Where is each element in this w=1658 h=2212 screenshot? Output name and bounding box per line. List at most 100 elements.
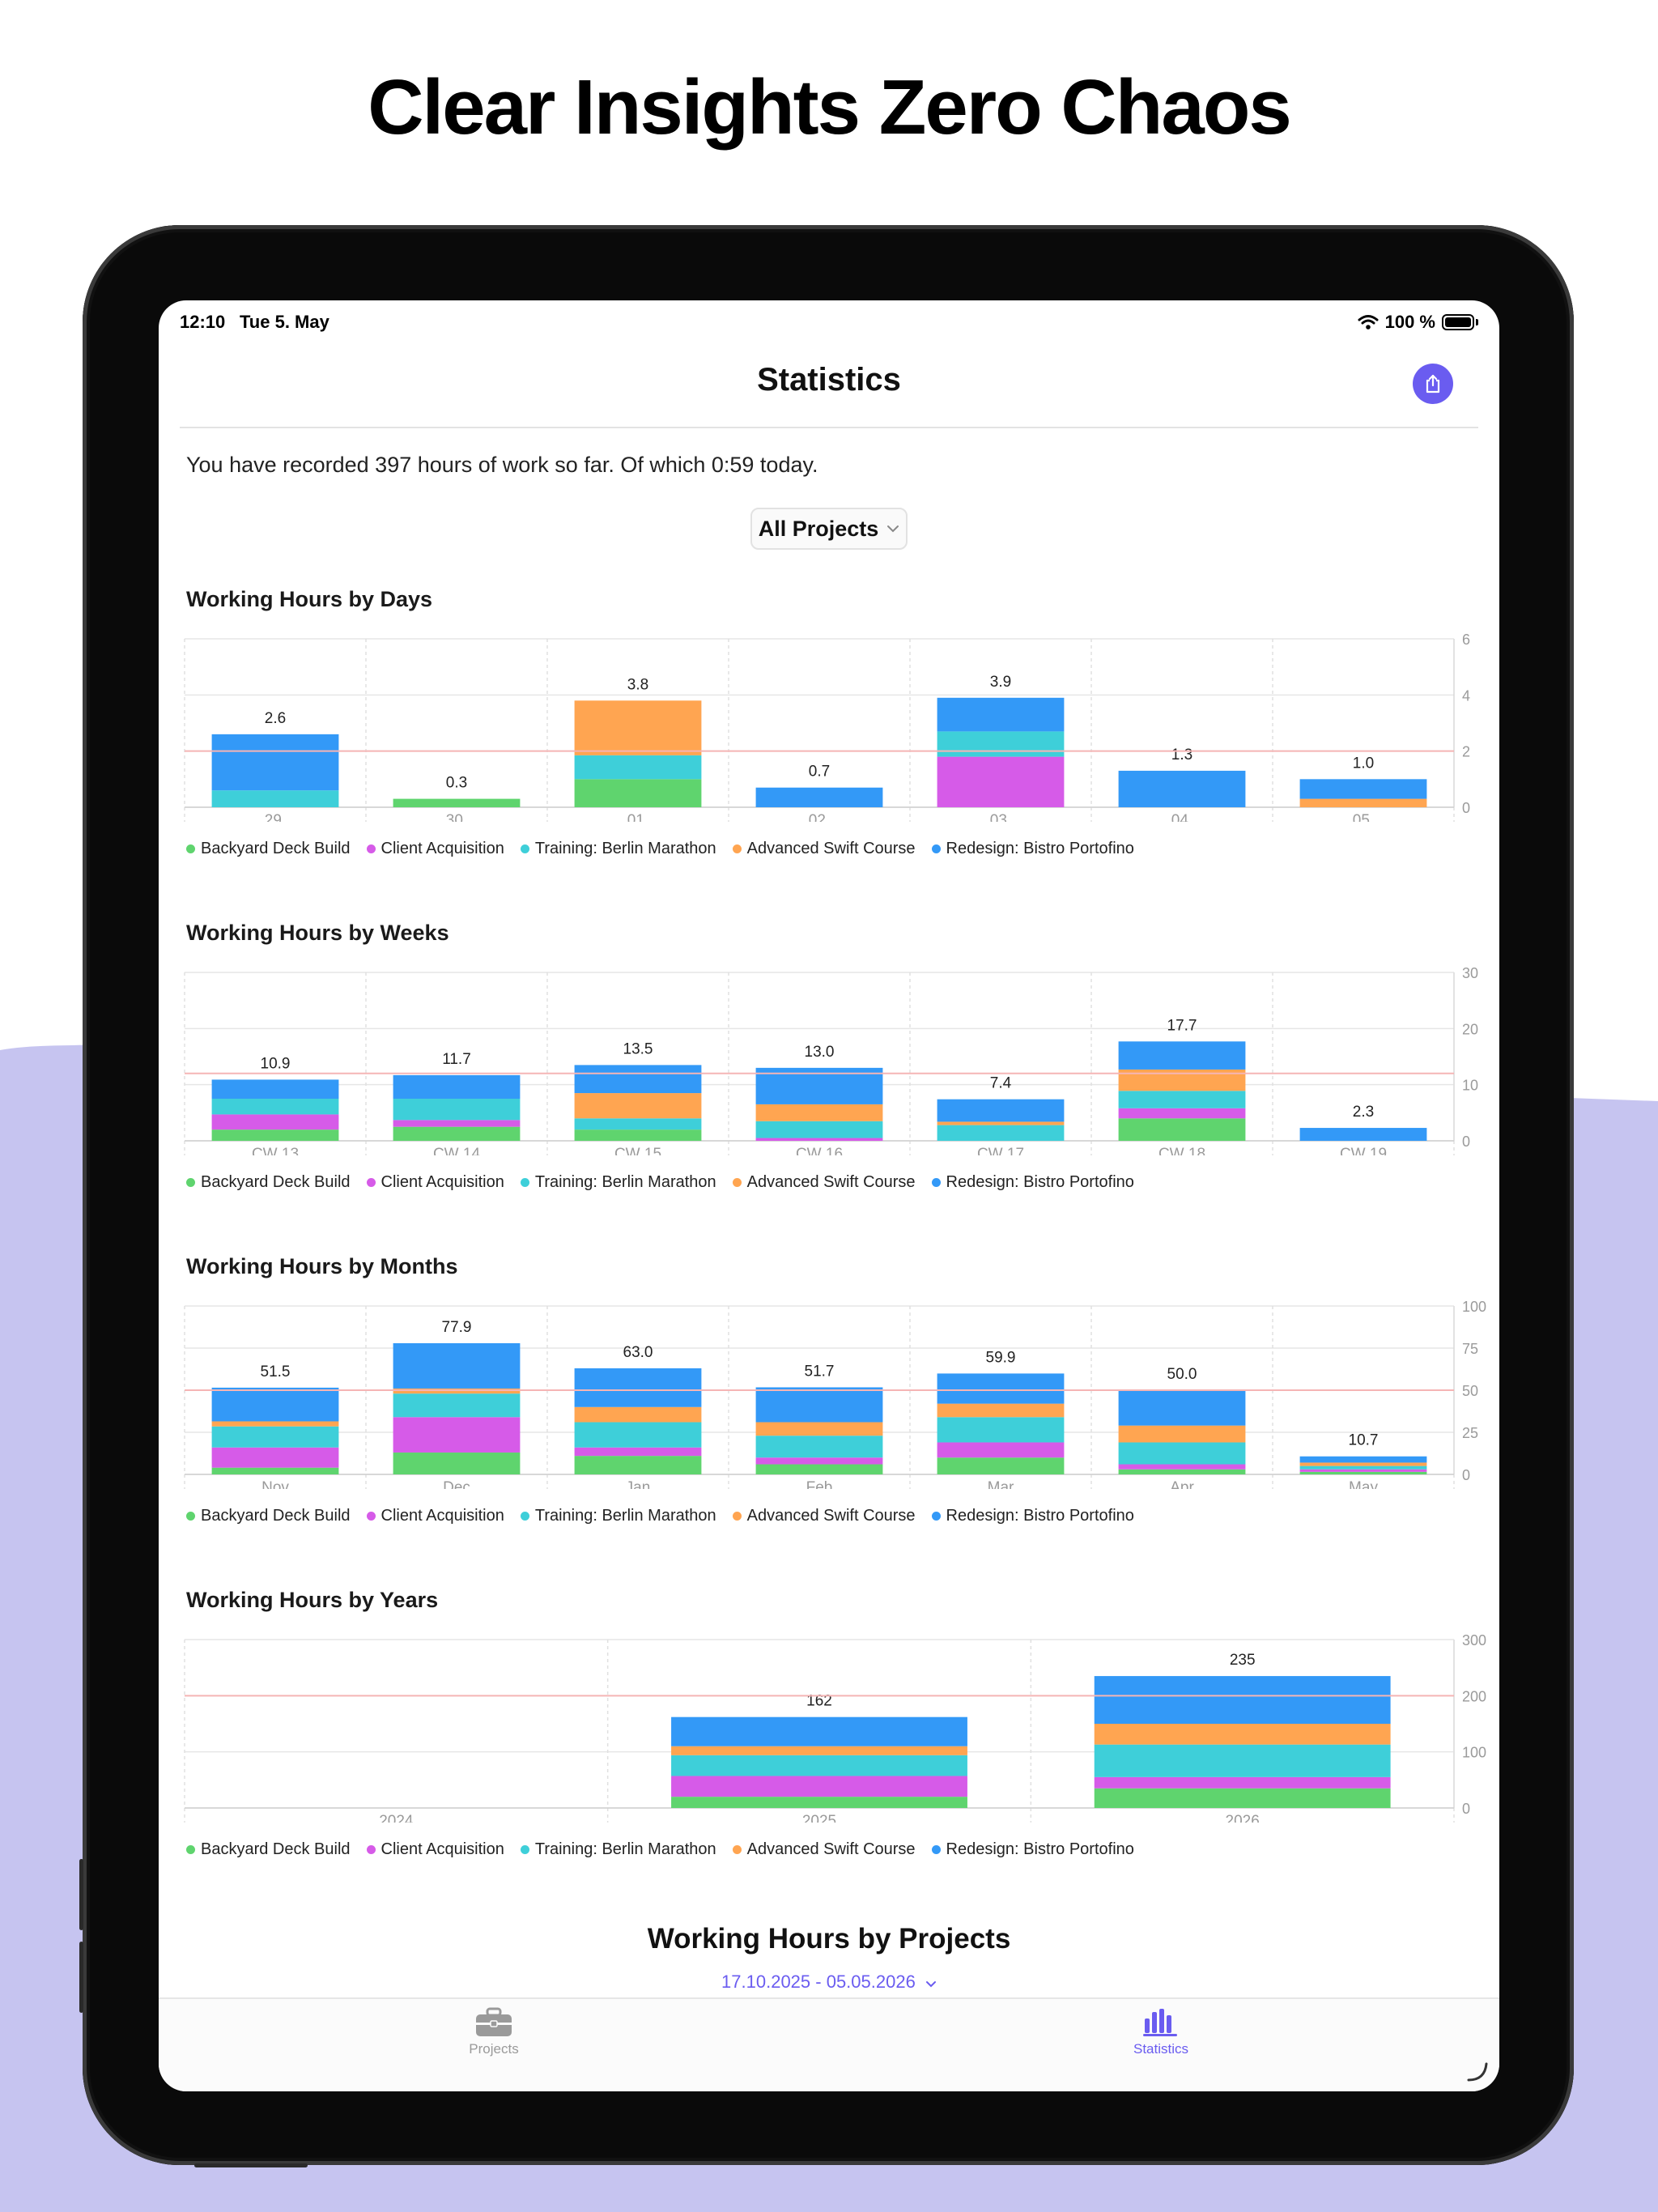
- weeks-bar-segment: [755, 1104, 883, 1121]
- weeks-bar-segment: [1118, 1041, 1246, 1070]
- months-total-label: 51.5: [261, 1363, 291, 1380]
- days-legend-item: Redesign: Bistro Portofino: [931, 840, 1134, 858]
- months-bar-segment: [574, 1456, 702, 1474]
- legend-dot-icon: [366, 1845, 376, 1854]
- years-legend-label: Redesign: Bistro Portofino: [946, 1840, 1134, 1858]
- years-chart-legend: Backyard Deck Build Client Acquisition Tra…: [186, 1840, 1134, 1859]
- months-total-label: 77.9: [442, 1319, 472, 1336]
- months-bar-segment: [1118, 1390, 1246, 1426]
- years-category-label: 2024: [379, 1813, 414, 1823]
- months-category-label: May: [1349, 1479, 1378, 1489]
- months-bar-segment: [393, 1393, 521, 1418]
- months-bar-segment: [755, 1422, 883, 1436]
- months-ytick-label: 0: [1462, 1467, 1470, 1483]
- days-ytick-label: 6: [1462, 632, 1470, 648]
- legend-dot-icon: [520, 844, 529, 853]
- months-legend-label: Training: Berlin Marathon: [534, 1507, 716, 1525]
- days-chart-legend: Backyard Deck Build Client Acquisition Tra…: [186, 840, 1134, 858]
- status-date: Tue 5. May: [240, 312, 329, 332]
- months-legend-item: Advanced Swift Course: [732, 1507, 916, 1525]
- days-category-label: 04.: [1171, 812, 1192, 822]
- weeks-category-label: CW 13: [252, 1146, 299, 1155]
- project-filter-label: All Projects: [758, 516, 879, 541]
- weeks-bar-segment: [393, 1120, 521, 1127]
- months-ytick-label: 50: [1462, 1383, 1478, 1399]
- weeks-category-label: CW 14: [433, 1146, 481, 1155]
- months-bar-segment: [211, 1447, 339, 1468]
- page-title: Statistics: [757, 362, 901, 398]
- date-range-label: 17.10.2025 - 05.05.2026: [721, 1972, 916, 1992]
- days-bar-segment: [574, 779, 702, 807]
- years-legend-item: Training: Berlin Marathon: [520, 1840, 716, 1859]
- years-ytick-label: 0: [1462, 1801, 1470, 1817]
- months-bar-segment: [574, 1368, 702, 1407]
- weeks-bar-segment: [211, 1129, 339, 1141]
- share-button[interactable]: [1413, 364, 1453, 404]
- briefcase-icon: [476, 2007, 512, 2036]
- weeks-bar-segment: [574, 1093, 702, 1119]
- days-ytick-label: 2: [1462, 744, 1470, 760]
- months-total-label: 59.9: [986, 1349, 1016, 1366]
- days-total-label: 2.6: [265, 710, 286, 727]
- weeks-legend-label: Redesign: Bistro Portofino: [946, 1173, 1134, 1191]
- months-bar-segment: [211, 1467, 339, 1474]
- days-bar-segment: [211, 734, 339, 791]
- months-ytick-label: 25: [1462, 1425, 1478, 1441]
- nav-divider: [180, 427, 1478, 428]
- tab-statistics-label: Statistics: [1133, 2041, 1189, 2057]
- weeks-category-label: CW 18: [1158, 1146, 1205, 1155]
- days-bar-segment: [937, 756, 1065, 807]
- weeks-chart-title: Working Hours by Weeks: [186, 921, 449, 945]
- months-bar-segment: [937, 1457, 1065, 1474]
- weeks-legend-item: Training: Berlin Marathon: [520, 1173, 716, 1192]
- weeks-bar-segment: [393, 1074, 521, 1099]
- days-total-label: 1.0: [1353, 755, 1374, 772]
- days-bar-segment: [211, 790, 339, 807]
- weeks-legend-item: Backyard Deck Build: [186, 1173, 351, 1192]
- months-bar-segment: [393, 1342, 521, 1389]
- legend-dot-icon: [186, 1845, 195, 1854]
- months-bar-segment: [755, 1457, 883, 1465]
- months-bar-segment: [1299, 1462, 1427, 1466]
- chevron-down-icon: [887, 525, 899, 533]
- years-legend-item: Backyard Deck Build: [186, 1840, 351, 1859]
- status-time: 12:10: [180, 312, 226, 332]
- years-legend-label: Client Acquisition: [380, 1840, 504, 1858]
- months-total-label: 51.7: [805, 1363, 835, 1380]
- days-bar-segment: [1299, 779, 1427, 799]
- months-legend-item: Training: Berlin Marathon: [520, 1507, 716, 1525]
- years-bar-segment: [671, 1716, 967, 1746]
- months-bar-segment: [393, 1388, 521, 1394]
- years-ytick-label: 200: [1462, 1688, 1486, 1704]
- weeks-total-label: 13.5: [623, 1040, 653, 1057]
- resize-handle-icon[interactable]: [1465, 2059, 1490, 2083]
- status-right: 100 %: [1358, 312, 1478, 333]
- tab-bar: Projects Statistics: [159, 1997, 1499, 2091]
- months-bar-segment: [1118, 1425, 1246, 1443]
- weeks-bar-segment: [937, 1121, 1065, 1125]
- months-chart: 0 25 50 75 100 51.5 Nov 77.9 Dec 63.0 Jan 51.7 Feb 59…: [184, 1299, 1486, 1489]
- legend-dot-icon: [931, 1512, 941, 1521]
- years-legend-item: Advanced Swift Course: [732, 1840, 916, 1859]
- chevron-down-icon: [925, 1981, 936, 1988]
- years-category-label: 2026: [1226, 1813, 1260, 1823]
- date-range-picker[interactable]: 17.10.2025 - 05.05.2026: [159, 1972, 1499, 1993]
- years-bar-segment: [671, 1776, 967, 1797]
- legend-dot-icon: [931, 1178, 941, 1187]
- project-filter-picker[interactable]: All Projects: [750, 508, 908, 550]
- tab-projects[interactable]: Projects: [397, 2007, 591, 2057]
- days-total-label: 0.3: [446, 775, 467, 792]
- headline: Clear Insights Zero Chaos: [368, 64, 1292, 151]
- weeks-bar-segment: [755, 1121, 883, 1138]
- months-bar-segment: [937, 1442, 1065, 1458]
- legend-dot-icon: [520, 1845, 529, 1854]
- tab-statistics[interactable]: Statistics: [1064, 2007, 1258, 2057]
- weeks-total-label: 7.4: [990, 1075, 1012, 1092]
- weeks-total-label: 2.3: [1353, 1104, 1374, 1121]
- months-total-label: 10.7: [1349, 1432, 1379, 1449]
- months-bar-segment: [755, 1387, 883, 1423]
- weeks-bar-segment: [393, 1099, 521, 1121]
- days-bar-segment: [393, 798, 521, 807]
- days-category-label: 02.: [809, 812, 830, 822]
- weeks-legend-item: Redesign: Bistro Portofino: [931, 1173, 1134, 1192]
